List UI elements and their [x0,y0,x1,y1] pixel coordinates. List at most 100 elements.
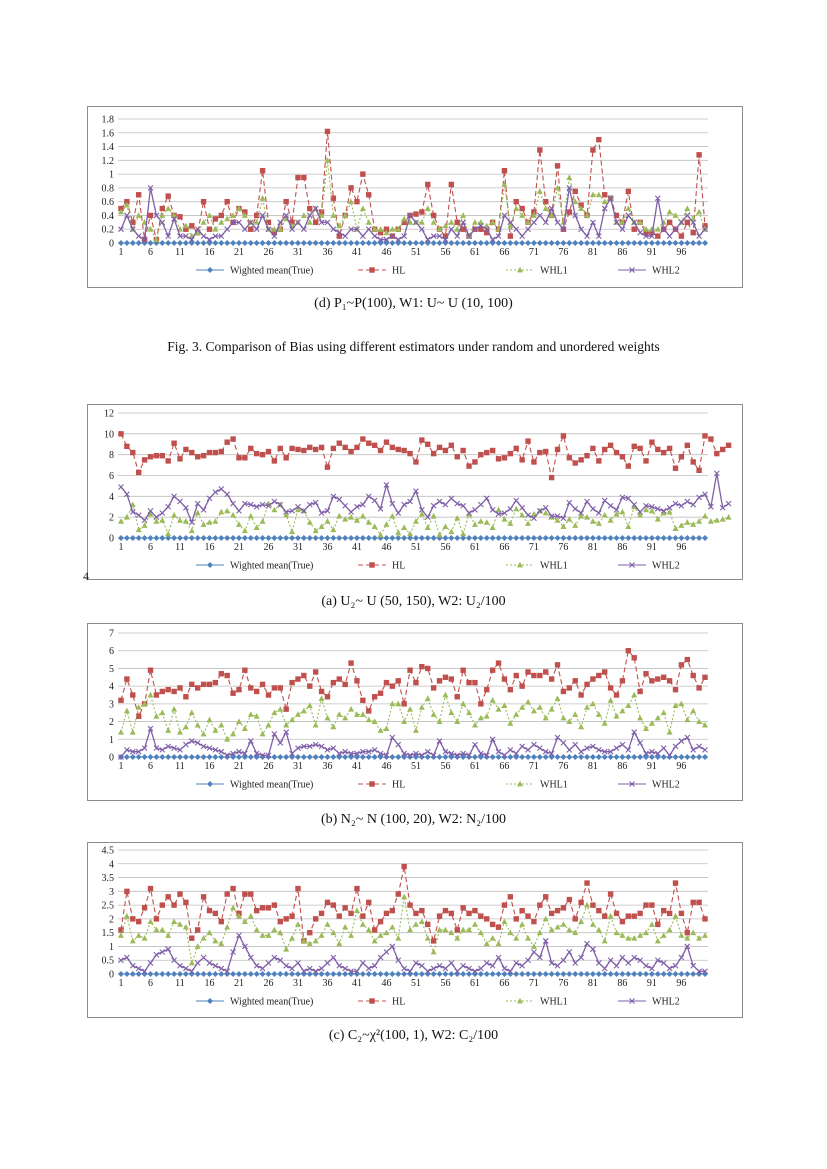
data-point [330,971,337,977]
data-point [206,519,213,525]
data-point [377,918,384,925]
data-point [454,515,461,521]
x-tick-label: 76 [558,978,568,989]
data-point [454,233,461,239]
data-point [259,730,266,737]
data-point [188,754,195,760]
data-point [660,745,667,752]
data-point [519,704,526,710]
data-point [360,697,366,704]
data-point [129,535,136,541]
data-point [661,449,667,456]
data-point [619,918,626,925]
data-point [236,932,242,939]
data-point [200,453,207,459]
legend-marker [629,998,635,1004]
data-point [147,885,154,892]
data-point [182,965,189,972]
data-point [519,962,526,969]
data-point [466,240,473,246]
data-point [566,240,573,246]
data-point [401,219,407,226]
data-point [277,535,284,541]
data-point [607,697,614,703]
data-point [371,927,378,933]
data-point [289,965,295,972]
data-point [566,949,573,955]
data-point [230,535,237,541]
data-point [619,535,626,541]
data-point [242,455,248,461]
data-point [294,921,301,927]
data-point [424,205,431,211]
data-point [554,695,561,701]
data-point [235,205,242,211]
data-point [206,535,213,541]
data-point [171,902,177,908]
gridlines: 00.20.40.60.811.21.41.61.8 [102,115,708,250]
data-point [230,904,237,911]
data-point [247,971,254,977]
data-point [353,711,360,717]
data-point [377,954,384,961]
data-point [401,240,408,246]
data-point [495,748,502,755]
data-point [230,750,236,757]
data-point [542,504,549,511]
data-point [401,893,408,900]
data-point [631,219,638,226]
data-point [241,725,248,732]
data-point [277,240,284,246]
data-point [436,678,443,684]
data-point [471,754,478,760]
data-point [253,713,260,719]
data-point [530,971,537,977]
x-tick-label: 41 [352,542,362,553]
data-point [631,535,638,541]
legend-marker [207,781,213,787]
data-point [354,503,360,510]
data-point [200,240,207,246]
data-point [206,960,213,966]
data-point [330,723,337,730]
data-point [418,535,425,541]
data-point [543,448,549,455]
data-point [707,518,714,524]
x-tick-label: 91 [647,978,657,989]
data-point [619,932,626,938]
data-point [342,516,349,522]
data-point [412,240,419,246]
data-point [696,467,702,473]
data-point [277,929,284,936]
data-point [519,971,526,977]
data-point [424,236,431,243]
data-point [489,219,496,225]
data-point [135,748,142,755]
data-point [690,707,697,714]
data-point [442,754,449,760]
y-tick-label: 6 [109,471,114,482]
data-point [430,502,437,509]
data-point [206,681,213,688]
x-tick-label: 61 [470,247,480,258]
data-point [531,209,537,215]
data-point [371,754,378,760]
data-point [678,754,685,760]
data-point [542,754,549,760]
data-point [413,488,419,495]
data-point [294,240,301,246]
data-point [436,240,443,246]
data-point [277,739,284,746]
data-point [572,916,578,922]
data-point [189,449,195,456]
data-point [230,971,237,977]
data-point [348,750,354,757]
data-point [489,971,496,977]
data-point [359,960,366,966]
data-point [501,918,508,925]
data-point [283,706,289,712]
data-point [395,236,402,243]
data-point [654,240,661,246]
data-point [560,688,567,695]
data-point [607,502,614,509]
